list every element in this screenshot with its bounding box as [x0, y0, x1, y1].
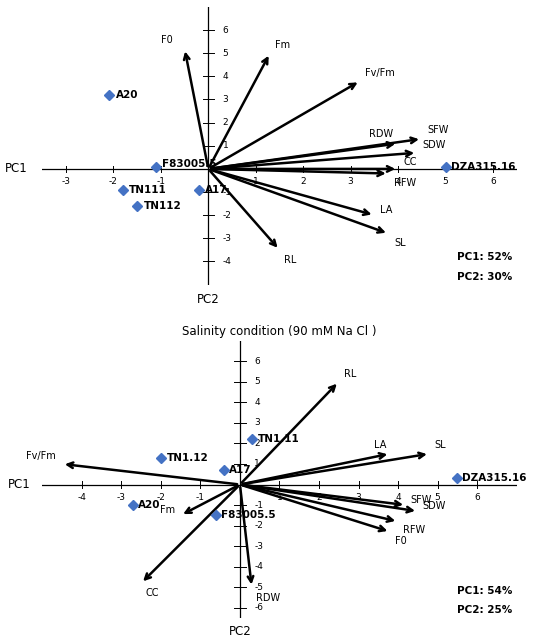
Text: PC1: 52%: PC1: 52%: [457, 252, 512, 262]
Text: 4: 4: [254, 398, 260, 407]
Text: -4: -4: [254, 562, 263, 571]
Text: TN1.11: TN1.11: [258, 434, 300, 444]
Text: A17: A17: [205, 185, 227, 194]
Text: RFW: RFW: [394, 178, 416, 187]
Text: F0: F0: [395, 536, 407, 546]
Text: -6: -6: [254, 603, 263, 612]
Text: SDW: SDW: [423, 140, 446, 150]
Text: 5: 5: [443, 177, 448, 186]
Text: -3: -3: [62, 177, 71, 186]
Text: RL: RL: [343, 368, 356, 379]
Text: 2: 2: [222, 118, 228, 127]
Text: A17: A17: [229, 465, 252, 475]
Text: F0: F0: [161, 35, 173, 45]
Text: LA: LA: [374, 440, 386, 450]
Text: 4: 4: [395, 177, 401, 186]
Text: A20: A20: [116, 90, 138, 100]
Text: SFW: SFW: [428, 125, 449, 135]
Text: PC2: 25%: PC2: 25%: [457, 605, 512, 616]
Text: 3: 3: [356, 493, 361, 502]
Text: 3: 3: [254, 419, 260, 428]
Text: TN111: TN111: [129, 185, 166, 194]
Text: -2: -2: [222, 211, 232, 220]
Text: 2: 2: [316, 493, 322, 502]
Text: RDW: RDW: [369, 129, 393, 139]
Text: -4: -4: [222, 257, 232, 266]
Text: TN1.12: TN1.12: [167, 453, 208, 463]
Text: Fv/Fm: Fv/Fm: [365, 68, 395, 77]
Text: 1: 1: [254, 459, 260, 468]
Text: A20: A20: [138, 500, 160, 510]
Text: 2: 2: [300, 177, 306, 186]
Text: PC2: PC2: [197, 292, 220, 306]
Text: 5: 5: [222, 49, 228, 58]
Text: 4: 4: [222, 72, 228, 81]
Text: Fm: Fm: [160, 506, 175, 515]
Text: 5: 5: [254, 377, 260, 386]
Text: PC2: 30%: PC2: 30%: [457, 272, 512, 282]
Text: LA: LA: [380, 205, 393, 215]
Text: -3: -3: [222, 234, 232, 243]
Text: CC: CC: [145, 588, 159, 598]
Text: -2: -2: [254, 521, 263, 530]
Text: 3: 3: [222, 95, 228, 104]
Text: -4: -4: [77, 493, 86, 502]
Text: -2: -2: [157, 493, 165, 502]
Text: Fm: Fm: [275, 40, 290, 50]
Text: 3: 3: [348, 177, 354, 186]
Text: TN112: TN112: [144, 201, 182, 211]
Text: 6: 6: [490, 177, 496, 186]
Text: 4: 4: [395, 493, 401, 502]
Text: SDW: SDW: [423, 501, 446, 511]
Text: DZA315.16: DZA315.16: [462, 473, 526, 484]
Text: RDW: RDW: [256, 592, 280, 603]
Text: 1: 1: [222, 141, 228, 150]
Text: SL: SL: [394, 238, 406, 248]
Text: 2: 2: [254, 439, 260, 448]
Text: Fv/Fm: Fv/Fm: [26, 451, 56, 461]
Text: -1: -1: [157, 177, 165, 186]
Text: DZA315.16: DZA315.16: [451, 162, 516, 171]
Text: 1: 1: [276, 493, 282, 502]
Text: RL: RL: [284, 255, 296, 265]
Text: -1: -1: [254, 500, 263, 509]
Text: -2: -2: [109, 177, 118, 186]
Text: F83005.5: F83005.5: [162, 159, 217, 169]
Text: SFW: SFW: [411, 495, 432, 505]
Text: PC1: 54%: PC1: 54%: [456, 586, 512, 596]
Text: 6: 6: [474, 493, 480, 502]
Text: -5: -5: [254, 583, 263, 592]
Text: RFW: RFW: [403, 526, 425, 535]
Text: PC1: PC1: [8, 478, 30, 491]
Text: -1: -1: [222, 187, 232, 196]
Text: -1: -1: [196, 493, 205, 502]
Title: Salinity condition (90 mM Na Cl ): Salinity condition (90 mM Na Cl ): [182, 325, 377, 338]
Text: -3: -3: [254, 542, 263, 551]
Text: PC1: PC1: [5, 162, 28, 175]
Text: 1: 1: [253, 177, 259, 186]
Text: SL: SL: [435, 440, 446, 450]
Text: 6: 6: [222, 26, 228, 35]
Text: PC2: PC2: [228, 625, 251, 638]
Text: CC: CC: [404, 157, 417, 167]
Text: -3: -3: [117, 493, 126, 502]
Text: F83005.5: F83005.5: [221, 511, 275, 520]
Text: 6: 6: [254, 357, 260, 366]
Text: 5: 5: [435, 493, 441, 502]
